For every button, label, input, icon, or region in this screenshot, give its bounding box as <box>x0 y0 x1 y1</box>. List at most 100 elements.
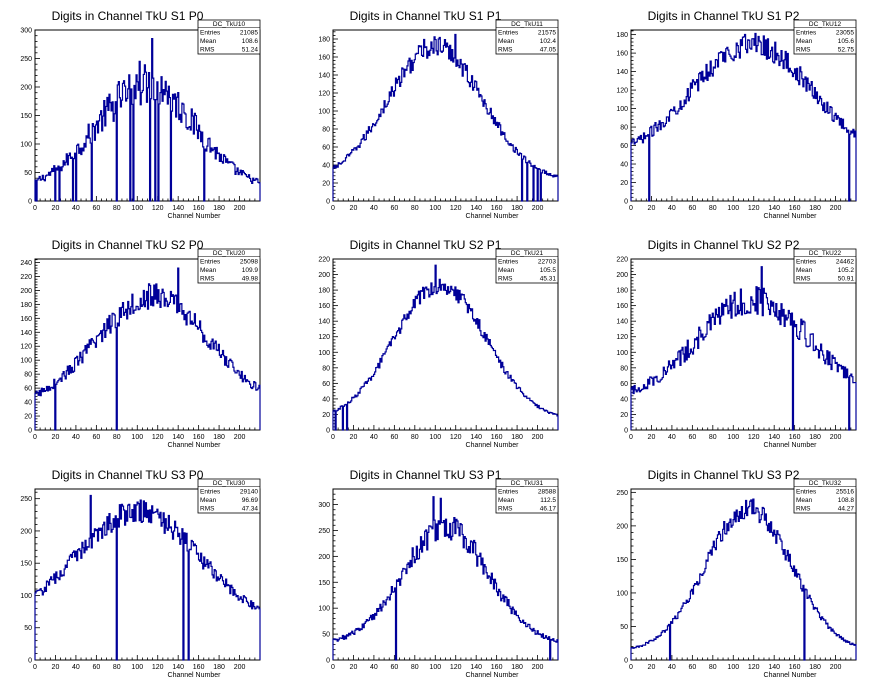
y-tick-label: 0 <box>28 428 32 435</box>
histogram-series <box>34 267 261 431</box>
stats-label: Entries <box>796 259 817 266</box>
y-tick-label: 100 <box>20 593 32 600</box>
x-tick-label: 40 <box>370 664 378 671</box>
stats-label: RMS <box>498 506 513 513</box>
y-tick-label: 300 <box>318 502 330 509</box>
x-tick-label: 160 <box>789 434 801 441</box>
x-tick-label: 120 <box>152 434 164 441</box>
x-axis-label: Channel Number <box>168 672 222 679</box>
stats-value: 52.75 <box>838 47 855 54</box>
y-tick-label: 160 <box>616 303 628 310</box>
x-axis-label: Channel Number <box>764 442 818 449</box>
y-tick-label: 140 <box>318 73 330 80</box>
stats-box-frame <box>793 248 857 284</box>
x-tick-label: 0 <box>33 664 37 671</box>
stats-value: 46.17 <box>540 506 557 513</box>
x-tick-label: 100 <box>429 664 441 671</box>
x-tick-label: 180 <box>809 434 821 441</box>
x-tick-label: 20 <box>350 205 358 212</box>
stats-value: 96.69 <box>242 497 259 504</box>
stats-name: DC_TkU20 <box>213 250 246 257</box>
y-tick-label: 150 <box>318 580 330 587</box>
x-axis-label: Channel Number <box>466 672 520 679</box>
x-tick-label: 20 <box>648 205 656 212</box>
y-tick-label: 140 <box>616 69 628 76</box>
x-tick-label: 60 <box>688 205 696 212</box>
histogram-series <box>332 496 559 661</box>
stats-box-frame <box>793 478 857 514</box>
x-tick-label: 40 <box>370 205 378 212</box>
x-tick-label: 60 <box>92 205 100 212</box>
histogram-panel: Digits in Channel TkU S3 P2 0 20 40 60 80 100 1… <box>616 468 857 679</box>
x-tick-label: 200 <box>830 664 842 671</box>
stats-box-frame <box>495 478 559 514</box>
stats-label: RMS <box>498 47 513 54</box>
y-tick-label: 60 <box>322 145 330 152</box>
chart-title: Digits in Channel TkU S1 P1 <box>350 9 502 23</box>
x-tick-label: 200 <box>234 664 246 671</box>
histogram-series <box>630 498 857 661</box>
x-tick-label: 180 <box>213 434 225 441</box>
y-tick-label: 200 <box>20 85 32 92</box>
y-tick-label: 220 <box>20 274 32 281</box>
x-axis-label: Channel Number <box>466 213 520 220</box>
plot-frame <box>332 488 559 661</box>
stats-value: 50.91 <box>838 276 855 283</box>
y-tick-label: 250 <box>318 528 330 535</box>
y-tick-label: 200 <box>616 272 628 279</box>
x-tick-label: 80 <box>709 664 717 671</box>
x-tick-label: 200 <box>532 205 544 212</box>
stats-box: DC_TkU20 Entries 25098 Mean 109.9 RMS 49.98 <box>197 248 261 284</box>
stats-name: DC_TkU12 <box>809 21 842 28</box>
x-tick-label: 0 <box>33 205 37 212</box>
stats-value: 108.8 <box>838 497 855 504</box>
plot-frame <box>34 29 261 202</box>
stats-value: 112.5 <box>540 497 556 504</box>
stats-name: DC_TkU21 <box>511 250 544 257</box>
y-tick-label: 80 <box>620 365 628 372</box>
histogram-series <box>34 37 261 202</box>
x-tick-label: 40 <box>668 434 676 441</box>
y-tick-label: 180 <box>20 302 32 309</box>
stats-label: Mean <box>200 38 217 45</box>
x-tick-label: 160 <box>193 434 205 441</box>
x-tick-label: 180 <box>809 205 821 212</box>
x-tick-label: 20 <box>52 664 60 671</box>
y-tick-label: 140 <box>20 330 32 337</box>
x-tick-label: 120 <box>450 664 462 671</box>
x-tick-label: 100 <box>131 664 143 671</box>
x-tick-label: 20 <box>52 205 60 212</box>
x-tick-label: 100 <box>131 434 143 441</box>
x-tick-label: 160 <box>491 664 503 671</box>
plot-frame <box>332 29 559 202</box>
x-tick-label: 140 <box>470 664 482 671</box>
x-tick-label: 140 <box>470 205 482 212</box>
stats-value: 47.05 <box>540 47 557 54</box>
plot-frame <box>630 488 857 661</box>
y-tick-label: 250 <box>20 56 32 63</box>
y-tick-label: 200 <box>20 528 32 535</box>
y-tick-label: 220 <box>318 257 330 264</box>
stats-name: DC_TkU32 <box>809 480 842 487</box>
x-tick-label: 180 <box>511 664 523 671</box>
x-tick-label: 40 <box>668 664 676 671</box>
stats-box: DC_TkU30 Entries 29140 Mean 96.69 RMS 47.34 <box>197 478 261 514</box>
y-tick-label: 100 <box>20 142 32 149</box>
y-tick-label: 100 <box>20 358 32 365</box>
x-tick-label: 160 <box>491 434 503 441</box>
x-tick-label: 140 <box>172 664 184 671</box>
y-tick-label: 100 <box>616 590 628 597</box>
x-tick-label: 60 <box>688 664 696 671</box>
x-tick-label: 180 <box>809 664 821 671</box>
y-tick-label: 0 <box>624 428 628 435</box>
stats-label: Mean <box>796 267 813 274</box>
stats-label: Mean <box>498 38 515 45</box>
stats-label: RMS <box>796 47 811 54</box>
x-tick-label: 160 <box>789 205 801 212</box>
y-tick-label: 0 <box>28 658 32 665</box>
y-tick-label: 40 <box>322 163 330 170</box>
stats-label: Mean <box>200 497 217 504</box>
y-tick-label: 160 <box>616 51 628 58</box>
stats-value: 44.27 <box>838 506 855 513</box>
histogram-panel: Digits in Channel TkU S2 P2 0 20 40 60 80 100 1… <box>616 238 857 449</box>
